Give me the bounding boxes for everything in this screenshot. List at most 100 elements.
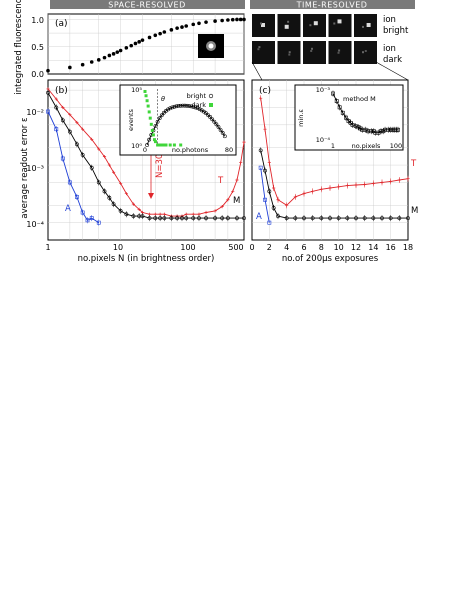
data-point (231, 189, 235, 193)
data-point (147, 35, 152, 40)
data-point (354, 183, 358, 187)
data-point (397, 216, 402, 221)
data-point (371, 216, 376, 221)
header-bar-right (250, 0, 415, 9)
inset-b-legend-marker-bright (208, 93, 214, 99)
data-point (147, 216, 152, 221)
data-point (89, 165, 94, 170)
data-point (197, 216, 201, 221)
data-point (319, 216, 324, 221)
camera-pixel (284, 24, 289, 29)
data-point (187, 104, 192, 108)
data-point (293, 216, 298, 221)
data-point (147, 110, 151, 114)
ylabel-b: average readout error ε (20, 117, 30, 219)
data-point (162, 143, 166, 147)
data-point (328, 216, 332, 221)
n30-arrow-head (148, 193, 154, 199)
data-point (133, 41, 138, 46)
data-point (68, 113, 72, 117)
data-point (242, 216, 246, 221)
data-point (184, 216, 189, 221)
camera-pixel (337, 51, 340, 54)
inset-b-ytick-top: 10⁵ (131, 86, 142, 94)
camera-frame (354, 41, 377, 64)
data-point (168, 106, 173, 111)
data-point (131, 202, 136, 206)
series-line (260, 150, 408, 219)
xtick-c: 6 (301, 243, 306, 252)
data-point (147, 137, 152, 142)
data-point (380, 216, 384, 221)
data-point (80, 62, 85, 67)
data-point (180, 103, 185, 108)
data-point (263, 127, 267, 131)
data-point (369, 129, 374, 134)
data-point (145, 143, 150, 147)
xticks-c: 0 2 4 6 8 10 12 14 16 18 (249, 243, 413, 252)
data-point (213, 209, 217, 213)
data-point (140, 38, 145, 42)
data-point (388, 127, 393, 132)
data-point (204, 20, 208, 24)
data-point (172, 104, 177, 109)
data-point (175, 26, 179, 30)
xtick-c: 14 (368, 243, 378, 252)
data-point (179, 143, 183, 147)
data-point (302, 191, 306, 196)
data-point (331, 91, 335, 96)
inset-b-plot (143, 89, 227, 147)
camera-pixel (366, 23, 371, 27)
data-point (80, 153, 85, 157)
header-space-resolved: SPACE-RESOLVED (108, 1, 186, 10)
data-point (311, 189, 315, 193)
data-point (161, 110, 166, 115)
data-point (218, 128, 223, 132)
data-point (172, 143, 176, 147)
data-point (226, 18, 230, 22)
data-point (144, 94, 148, 98)
data-point (67, 129, 72, 134)
inset-b-legend-marker-dark (209, 103, 213, 107)
connector-line-right (375, 61, 409, 81)
xlabel-b: no.pixels N (in brightness order) (78, 254, 215, 264)
data-point (60, 156, 65, 161)
data-point (185, 103, 189, 108)
data-point (107, 163, 111, 167)
data-point (204, 216, 208, 221)
data-point (340, 110, 345, 115)
data-point (242, 17, 246, 22)
data-point (293, 195, 297, 199)
camera-noise (311, 47, 313, 50)
data-point (204, 210, 208, 215)
data-point (169, 216, 174, 221)
data-point (267, 189, 272, 194)
data-point (406, 177, 410, 181)
header-time-resolved: TIME-RESOLVED (296, 1, 368, 10)
data-point (213, 19, 217, 23)
data-point (328, 186, 332, 190)
data-point (111, 170, 116, 174)
ytick-b-0: 10⁻⁴ (26, 220, 44, 229)
xtick-b-10: 10 (113, 243, 123, 252)
data-point (54, 127, 59, 132)
data-point (189, 104, 194, 109)
ytick-a-2: 1.0 (31, 16, 44, 25)
data-point (180, 25, 184, 29)
data-point (344, 115, 348, 120)
series-layer-a (46, 17, 246, 73)
data-point (137, 40, 141, 44)
ytick-b-1: 10⁻³ (26, 164, 44, 173)
series-label-t-b: T (217, 176, 224, 186)
data-point (156, 143, 160, 147)
data-point (220, 18, 224, 23)
data-point (162, 216, 167, 221)
data-point (222, 134, 227, 139)
data-point (143, 89, 147, 93)
data-point (284, 216, 289, 221)
camera-frame (303, 41, 326, 64)
panel-label-b: (b) (55, 86, 68, 96)
inset-b-xtick-0: 0 (143, 146, 147, 154)
data-point (356, 125, 361, 130)
camera-noise (362, 51, 364, 54)
